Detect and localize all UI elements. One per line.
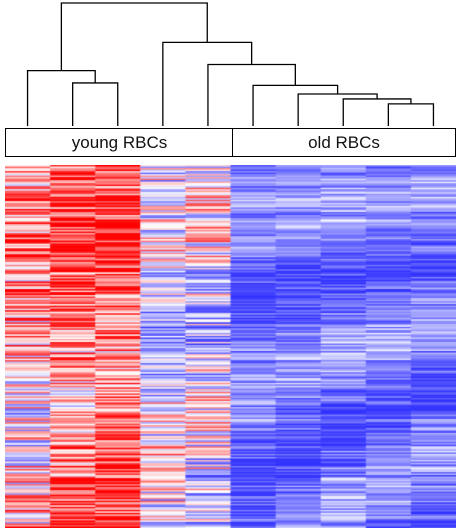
group-label-young-text: young RBCs bbox=[71, 132, 168, 152]
dendrogram-branch-1 bbox=[72, 82, 119, 126]
dendrogram-branch-8 bbox=[162, 41, 253, 126]
group-label-old-text: old RBCs bbox=[308, 132, 380, 152]
dendrogram-branch-3 bbox=[387, 103, 435, 126]
heatmap-grid bbox=[5, 165, 456, 528]
dendrogram-branch-9 bbox=[60, 2, 208, 71]
dendrogram-branch-2 bbox=[26, 70, 96, 126]
column-dendrogram bbox=[26, 2, 435, 126]
group-label-old: old RBCs bbox=[232, 128, 456, 157]
dendrogram-branch-6 bbox=[252, 84, 339, 126]
dendrogram-branch-4 bbox=[342, 98, 412, 126]
dendrogram-branch-7 bbox=[207, 63, 296, 126]
group-label-young: young RBCs bbox=[5, 128, 233, 157]
